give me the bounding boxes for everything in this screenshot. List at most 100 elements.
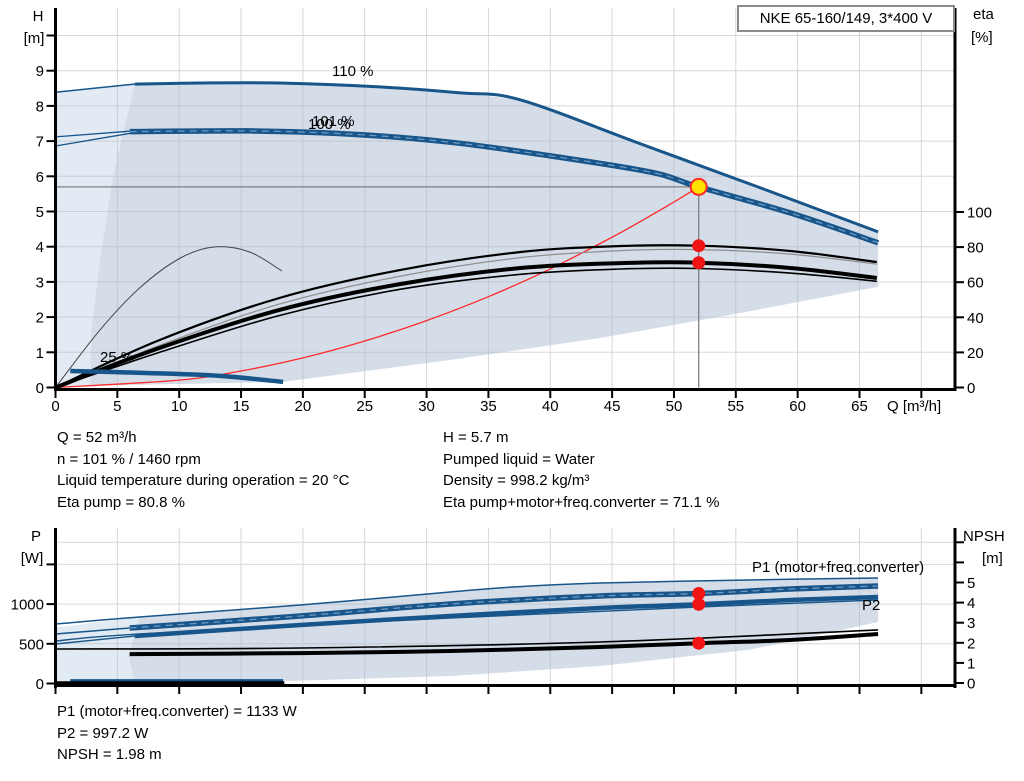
label-110pct: 110 % — [332, 63, 373, 80]
N-tick-label: 1 — [967, 655, 975, 672]
info-flow: Q = 52 m³/h — [57, 429, 137, 446]
axis-title-h-unit: [m] — [24, 30, 45, 47]
info-p2: P2 = 997.2 W — [57, 724, 149, 742]
x-tick-label: 35 — [480, 398, 497, 415]
p1-curve — [129, 583, 879, 631]
eta-pump-point-marker — [692, 239, 706, 253]
info-npsh: NPSH = 1.98 m — [57, 746, 162, 763]
p2-point-marker — [692, 597, 706, 611]
x-tick-label: 40 — [542, 398, 559, 415]
H-tick-label: 0 — [36, 380, 44, 397]
H-tick-label: 1 — [36, 345, 44, 362]
info-eta-total: Eta pump+motor+freq.converter = 71.1 % — [443, 493, 720, 511]
qh-110pct-leadin-curve — [55, 83, 135, 93]
x-tick-label: 10 — [171, 398, 188, 415]
eta-pump-curve — [55, 244, 877, 389]
eta-total-point-marker — [692, 256, 706, 270]
axis-title-npsh-unit: [m] — [982, 550, 1003, 567]
eta-tick-label: 80 — [967, 240, 984, 257]
npsh-110pct-curve — [55, 629, 879, 650]
power-info: P1 (motor+freq.converter) = 1133 W P2 = … — [57, 701, 297, 766]
x-tick-label: 45 — [604, 398, 621, 415]
label-25pct: 25 % — [100, 349, 134, 366]
info-density: Density = 998.2 kg/m³ — [443, 472, 590, 489]
x-tick-label: 5 — [113, 398, 121, 415]
label-p2: P2 — [862, 597, 880, 614]
label-p1: P1 (motor+freq.converter) — [752, 559, 924, 576]
H-tick-label: 5 — [36, 204, 44, 221]
qh-axes: 0 5 10 15 20 25 30 35 40 45 50 55 60 6501234567890204… — [36, 8, 992, 415]
eta-pump-alt-curve — [55, 248, 877, 389]
x-tick-label: 65 — [851, 398, 868, 415]
info-eta-pump: Eta pump = 80.8 % — [57, 493, 185, 511]
p1-point-marker — [692, 587, 706, 601]
power-npsh-axes: 0 500 1000 0 1 2 3 4 5 — [11, 528, 975, 694]
x-tick-label: 25 — [356, 398, 373, 415]
duty-info-left: Q = 52 m³/h n = 101 % / 1460 rpm Liquid … — [57, 427, 349, 513]
power-npsh-chart: 0 500 1000 0 1 2 3 4 5 P1 (motor+freq.converter) P… — [11, 528, 1005, 694]
eta-tick-label: 20 — [967, 345, 984, 362]
P-tick-label: 1000 — [11, 597, 44, 614]
qh-chart: 0 5 10 15 20 25 30 35 40 45 50 55 60 6501234567890204… — [24, 6, 995, 415]
p1-leadin-curve — [55, 627, 130, 635]
P-tick-label: 500 — [19, 636, 44, 653]
axis-title-p: P — [31, 528, 41, 545]
duty-info-right: H = 5.7 m Pumped liquid = Water Density … — [443, 427, 719, 513]
info-pumped-liquid: Pumped liquid = Water — [443, 450, 595, 468]
axis-title-q: Q [m³/h] — [887, 398, 941, 415]
x-tick-label: 30 — [418, 398, 435, 415]
axis-title-h: H — [33, 8, 44, 25]
N-tick-label: 4 — [967, 595, 975, 612]
p1-110pct-curve — [55, 577, 879, 625]
x-tick-label: 0 — [51, 398, 59, 415]
N-tick-label: 2 — [967, 635, 975, 652]
eta-total-alt-curve — [55, 267, 877, 389]
axis-title-eta: eta — [973, 6, 995, 23]
qh-101pct-core-curve — [129, 130, 879, 244]
eta-tick-label: 0 — [967, 380, 975, 397]
eta-arc-low-speed-curve — [55, 246, 283, 388]
eta-tick-label: 60 — [967, 275, 984, 292]
x-tick-label: 50 — [666, 398, 683, 415]
info-speed: n = 101 % / 1460 rpm — [57, 450, 201, 468]
axis-title-p-unit: [W] — [21, 550, 44, 567]
eta-tick-label: 40 — [967, 310, 984, 327]
npsh-curve — [129, 632, 879, 657]
H-tick-label: 2 — [36, 310, 44, 327]
pump-title-box: NKE 65-160/149, 3*400 V — [737, 5, 955, 32]
x-tick-label: 20 — [295, 398, 312, 415]
power-envelope-light — [55, 617, 140, 683]
p2-leadin-curve — [55, 635, 135, 645]
N-tick-label: 5 — [967, 575, 975, 592]
H-tick-label: 7 — [36, 134, 44, 151]
operating-envelope — [90, 83, 879, 386]
info-head: H = 5.7 m — [443, 429, 509, 446]
label-101pct: 101 % — [312, 113, 355, 130]
qh-100pct-leadin-b-curve — [55, 132, 130, 147]
eta-tick-label: 100 — [967, 205, 992, 222]
eta-total-curve — [54, 260, 878, 390]
H-tick-label: 9 — [36, 63, 44, 80]
axis-title-eta-unit: [%] — [971, 29, 993, 46]
axis-title-npsh: NPSH — [963, 528, 1005, 545]
info-p1: P1 (motor+freq.converter) = 1133 W — [57, 703, 297, 720]
N-tick-label: 3 — [967, 615, 975, 632]
qh-110pct-curve — [134, 81, 879, 234]
P-tick-label: 0 — [36, 676, 44, 693]
x-tick-label: 60 — [789, 398, 806, 415]
N-tick-label: 0 — [967, 676, 975, 693]
qh-25pct-curve — [70, 368, 284, 385]
operating-envelope-light — [55, 84, 135, 386]
H-tick-label: 3 — [36, 274, 44, 291]
npsh-point-marker — [692, 636, 706, 650]
x-tick-label: 55 — [727, 398, 744, 415]
H-tick-label: 8 — [36, 98, 44, 115]
label-100pct: 100 % — [308, 116, 351, 133]
H-tick-label: 4 — [36, 239, 44, 256]
x-tick-label: 15 — [233, 398, 250, 415]
qh-100pct-leadin-a-curve — [55, 130, 130, 138]
H-tick-label: 6 — [36, 169, 44, 186]
info-liquid-temp: Liquid temperature during operation = 20… — [57, 472, 350, 489]
